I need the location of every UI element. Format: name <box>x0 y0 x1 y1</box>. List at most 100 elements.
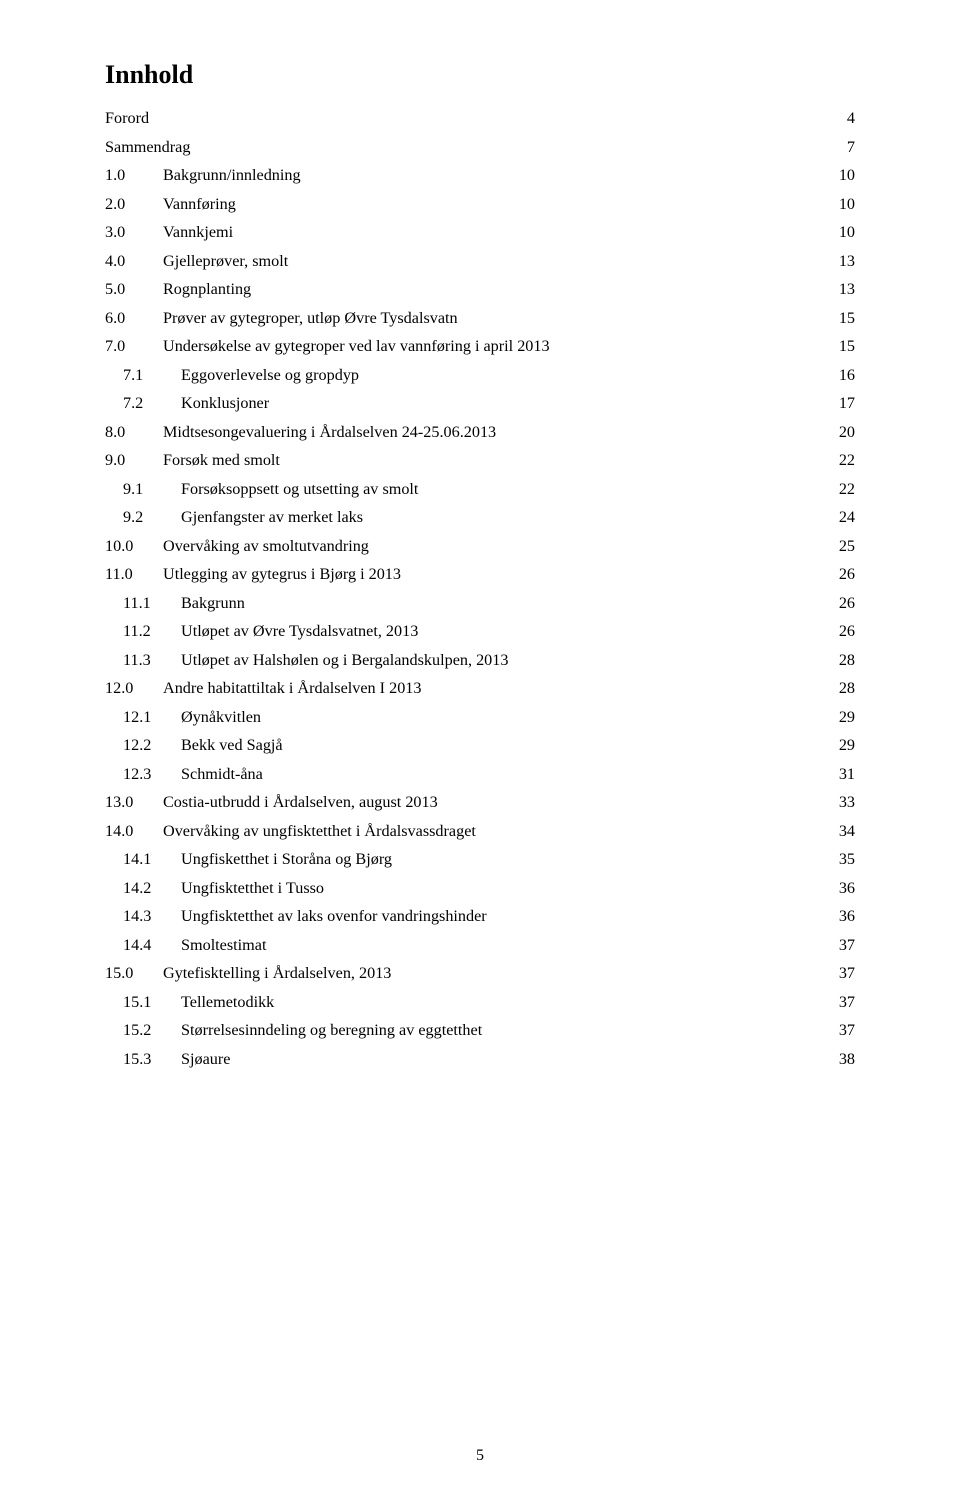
toc-row: 7.0Undersøkelse av gytegroper ved lav va… <box>105 338 855 354</box>
toc-row: Sammendrag 7 <box>105 139 855 155</box>
toc-entry-text: Rognplanting <box>163 281 251 297</box>
toc-row: 2.0Vannføring10 <box>105 196 855 212</box>
toc-entry-number: 1.0 <box>105 167 163 183</box>
toc-row: 6.0Prøver av gytegroper, utløp Øvre Tysd… <box>105 310 855 326</box>
toc-entry-number: 7.1 <box>105 367 181 383</box>
toc-entry-page: 15 <box>831 310 855 326</box>
toc-entry-page: 33 <box>831 794 855 810</box>
toc-entry-text: Størrelsesinndeling og beregning av eggt… <box>181 1022 482 1038</box>
toc-entry-text: Midtsesongevaluering i Årdalselven 24-25… <box>163 424 496 440</box>
toc-row: 7.1Eggoverlevelse og gropdyp 16 <box>105 367 855 383</box>
toc-entry-number: 9.2 <box>105 509 181 525</box>
page-number: 5 <box>0 1447 960 1465</box>
toc-entry-page: 22 <box>831 452 855 468</box>
toc-entry-page: 28 <box>831 652 855 668</box>
toc-entry-page: 26 <box>831 566 855 582</box>
toc-entry-page: 26 <box>831 595 855 611</box>
toc-row: 11.0Utlegging av gytegrus i Bjørg i 2013… <box>105 566 855 582</box>
toc-row: 11.1Bakgrunn26 <box>105 595 855 611</box>
toc-entry-page: 16 <box>831 367 855 383</box>
toc-title: Innhold <box>105 60 855 90</box>
toc-row: 5.0Rognplanting 13 <box>105 281 855 297</box>
toc-row: 14.3Ungfisktetthet av laks ovenfor vandr… <box>105 908 855 924</box>
toc-entry-text: Tellemetodikk <box>181 994 274 1010</box>
toc-entry-page: 26 <box>831 623 855 639</box>
toc-row: 8.0Midtsesongevaluering i Årdalselven 24… <box>105 424 855 440</box>
toc-entry-text: Overvåking av ungfisktetthet i Årdalsvas… <box>163 823 476 839</box>
toc-entry-text: Utløpet av Halshølen og i Bergalandskulp… <box>181 652 508 668</box>
toc-entry-page: 34 <box>831 823 855 839</box>
toc-entry-number: 3.0 <box>105 224 163 240</box>
toc-entry-text: Vannføring <box>163 196 236 212</box>
toc-row: 12.0Andre habitattiltak i Årdalselven I … <box>105 680 855 696</box>
toc-row: Forord4 <box>105 110 855 126</box>
toc-entry-text: Vannkjemi <box>163 224 233 240</box>
toc-entry-page: 13 <box>831 281 855 297</box>
toc-list: Forord4 Sammendrag 7 1.0Bakgrunn/innledning… <box>105 110 855 1067</box>
toc-entry-page: 10 <box>831 224 855 240</box>
toc-entry-text: Gjelleprøver, smolt <box>163 253 288 269</box>
toc-entry-text: Eggoverlevelse og gropdyp <box>181 367 359 383</box>
toc-entry-number: 12.1 <box>105 709 181 725</box>
toc-entry-text: Øynåkvitlen <box>181 709 261 725</box>
toc-entry-text: Costia-utbrudd i Årdalselven, august 201… <box>163 794 438 810</box>
toc-entry-number: 14.0 <box>105 823 163 839</box>
toc-row: 14.0Overvåking av ungfisktetthet i Årdal… <box>105 823 855 839</box>
toc-entry-page: 25 <box>831 538 855 554</box>
toc-entry-text: Andre habitattiltak i Årdalselven I 2013 <box>163 680 421 696</box>
toc-entry-number: 2.0 <box>105 196 163 212</box>
toc-row: 7.2Konklusjoner17 <box>105 395 855 411</box>
toc-entry-text: Forsøksoppsett og utsetting av smolt <box>181 481 418 497</box>
toc-row: 14.4Smoltestimat37 <box>105 937 855 953</box>
toc-entry-page: 35 <box>831 851 855 867</box>
toc-entry-number: 10.0 <box>105 538 163 554</box>
toc-entry-text: Gjenfangster av merket laks <box>181 509 363 525</box>
toc-entry-number: 6.0 <box>105 310 163 326</box>
toc-entry-page: 10 <box>831 167 855 183</box>
toc-entry-text: Ungfisktetthet av laks ovenfor vandrings… <box>181 908 487 924</box>
toc-entry-page: 17 <box>831 395 855 411</box>
toc-entry-page: 13 <box>831 253 855 269</box>
toc-entry-text: Prøver av gytegroper, utløp Øvre Tysdals… <box>163 310 458 326</box>
toc-entry-page: 4 <box>831 110 855 126</box>
toc-entry-page: 7 <box>831 139 855 155</box>
toc-row: 3.0Vannkjemi 10 <box>105 224 855 240</box>
toc-entry-page: 28 <box>831 680 855 696</box>
toc-entry-text: Bekk ved Sagjå <box>181 737 283 753</box>
toc-entry-number: 11.3 <box>105 652 181 668</box>
toc-entry-number: 14.2 <box>105 880 181 896</box>
toc-entry-number: 7.0 <box>105 338 163 354</box>
toc-entry-page: 36 <box>831 880 855 896</box>
toc-row: 13.0Costia-utbrudd i Årdalselven, august… <box>105 794 855 810</box>
toc-entry-number: 12.2 <box>105 737 181 753</box>
toc-entry-page: 22 <box>831 481 855 497</box>
toc-entry-text: Bakgrunn/innledning <box>163 167 301 183</box>
toc-row: 15.2Størrelsesinndeling og beregning av … <box>105 1022 855 1038</box>
toc-entry-number: 5.0 <box>105 281 163 297</box>
toc-row: 14.2Ungfisktetthet i Tusso 36 <box>105 880 855 896</box>
toc-entry-page: 20 <box>831 424 855 440</box>
toc-entry-page: 31 <box>831 766 855 782</box>
toc-entry-text: Schmidt-åna <box>181 766 263 782</box>
toc-row: 10.0Overvåking av smoltutvandring25 <box>105 538 855 554</box>
toc-entry-number: 4.0 <box>105 253 163 269</box>
toc-entry-number: 15.3 <box>105 1051 181 1067</box>
toc-row: 9.0Forsøk med smolt22 <box>105 452 855 468</box>
toc-row: 12.2Bekk ved Sagjå29 <box>105 737 855 753</box>
toc-row: 9.2Gjenfangster av merket laks 24 <box>105 509 855 525</box>
toc-entry-number: 11.2 <box>105 623 181 639</box>
toc-entry-number: 14.3 <box>105 908 181 924</box>
toc-entry-text: Ungfisketthet i Storåna og Bjørg <box>181 851 392 867</box>
toc-entry-text: Ungfisktetthet i Tusso <box>181 880 324 896</box>
toc-entry-text: Smoltestimat <box>181 937 266 953</box>
toc-entry-number: 12.0 <box>105 680 163 696</box>
toc-entry-number: 15.0 <box>105 965 163 981</box>
toc-entry-number: 13.0 <box>105 794 163 810</box>
toc-entry-number: 14.1 <box>105 851 181 867</box>
toc-entry-number: 9.1 <box>105 481 181 497</box>
toc-entry-page: 24 <box>831 509 855 525</box>
toc-entry-number: 9.0 <box>105 452 163 468</box>
toc-row: 14.1Ungfisketthet i Storåna og Bjørg 35 <box>105 851 855 867</box>
toc-entry-page: 29 <box>831 709 855 725</box>
toc-entry-text: Sammendrag <box>105 139 190 155</box>
